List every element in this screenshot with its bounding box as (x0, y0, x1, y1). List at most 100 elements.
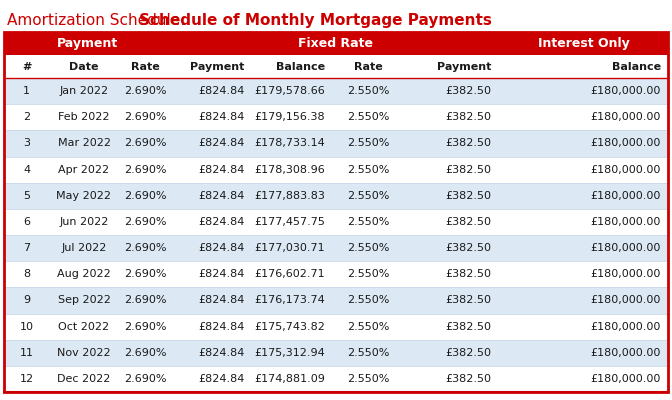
Text: £382.50: £382.50 (445, 374, 491, 384)
Text: £824.84: £824.84 (198, 217, 245, 227)
Text: 2.550%: 2.550% (347, 243, 389, 253)
Text: 2: 2 (23, 112, 30, 122)
Text: 2.550%: 2.550% (347, 269, 389, 279)
Text: £824.84: £824.84 (198, 348, 245, 358)
Text: Date: Date (69, 62, 99, 72)
Text: 2.690%: 2.690% (124, 243, 167, 253)
Text: Mar 2022: Mar 2022 (58, 138, 110, 148)
Text: Rate: Rate (132, 62, 160, 72)
Text: Balance: Balance (612, 62, 661, 72)
Text: £177,457.75: £177,457.75 (254, 217, 325, 227)
Bar (4, 235, 668, 261)
Text: £382.50: £382.50 (445, 138, 491, 148)
Text: Apr 2022: Apr 2022 (58, 164, 110, 174)
Text: 2.690%: 2.690% (124, 217, 167, 227)
Text: £175,312.94: £175,312.94 (254, 348, 325, 358)
Text: 5: 5 (23, 191, 30, 201)
Text: 2.550%: 2.550% (347, 86, 389, 96)
Text: £180,000.00: £180,000.00 (591, 374, 661, 384)
Text: £179,578.66: £179,578.66 (254, 86, 325, 96)
Text: £174,881.09: £174,881.09 (254, 374, 325, 384)
Bar (4, 32, 668, 55)
Text: Rate: Rate (353, 62, 382, 72)
Text: £179,156.38: £179,156.38 (254, 112, 325, 122)
Text: £824.84: £824.84 (198, 243, 245, 253)
Text: 4: 4 (23, 164, 30, 174)
Text: 2.690%: 2.690% (124, 269, 167, 279)
Text: Schedule of Monthly Mortgage Payments: Schedule of Monthly Mortgage Payments (139, 13, 492, 28)
Text: 2.690%: 2.690% (124, 138, 167, 148)
Text: 2.550%: 2.550% (347, 191, 389, 201)
Text: 2.550%: 2.550% (347, 138, 389, 148)
Text: 2.690%: 2.690% (124, 296, 167, 306)
Text: £180,000.00: £180,000.00 (591, 138, 661, 148)
Text: Jun 2022: Jun 2022 (59, 217, 109, 227)
Text: Fixed Rate: Fixed Rate (298, 37, 372, 50)
Text: Balance: Balance (276, 62, 325, 72)
Bar (4, 287, 668, 314)
Text: 3: 3 (23, 138, 30, 148)
Text: £180,000.00: £180,000.00 (591, 164, 661, 174)
Text: £178,733.14: £178,733.14 (254, 138, 325, 148)
Bar (4, 314, 668, 340)
Text: 2.690%: 2.690% (124, 112, 167, 122)
Text: £180,000.00: £180,000.00 (591, 348, 661, 358)
Text: £180,000.00: £180,000.00 (591, 86, 661, 96)
Text: 9: 9 (23, 296, 30, 306)
Text: 2.550%: 2.550% (347, 374, 389, 384)
Text: £824.84: £824.84 (198, 86, 245, 96)
Bar (4, 104, 668, 130)
Text: £824.84: £824.84 (198, 191, 245, 201)
Text: £382.50: £382.50 (445, 217, 491, 227)
Text: £824.84: £824.84 (198, 138, 245, 148)
Text: 2.550%: 2.550% (347, 348, 389, 358)
Text: £382.50: £382.50 (445, 112, 491, 122)
Text: £824.84: £824.84 (198, 296, 245, 306)
Text: 2.690%: 2.690% (124, 86, 167, 96)
Text: 2.550%: 2.550% (347, 217, 389, 227)
Text: 11: 11 (19, 348, 34, 358)
Text: £382.50: £382.50 (445, 243, 491, 253)
Bar (4, 78, 668, 104)
Text: 2.550%: 2.550% (347, 164, 389, 174)
Text: 6: 6 (23, 217, 30, 227)
Bar (4, 209, 668, 235)
Text: £180,000.00: £180,000.00 (591, 269, 661, 279)
Text: Jul 2022: Jul 2022 (61, 243, 107, 253)
Text: Payment: Payment (437, 62, 491, 72)
Text: £824.84: £824.84 (198, 112, 245, 122)
Text: 2.690%: 2.690% (124, 348, 167, 358)
Text: £382.50: £382.50 (445, 86, 491, 96)
Text: £175,743.82: £175,743.82 (254, 322, 325, 332)
Text: £177,030.71: £177,030.71 (254, 243, 325, 253)
Text: 2.690%: 2.690% (124, 374, 167, 384)
Text: 2.690%: 2.690% (124, 164, 167, 174)
Text: 2.550%: 2.550% (347, 322, 389, 332)
Text: 2.550%: 2.550% (347, 112, 389, 122)
Text: £180,000.00: £180,000.00 (591, 243, 661, 253)
Text: £177,883.83: £177,883.83 (254, 191, 325, 201)
Bar (4, 55, 668, 78)
Text: £180,000.00: £180,000.00 (591, 322, 661, 332)
Text: Aug 2022: Aug 2022 (57, 269, 111, 279)
Text: Nov 2022: Nov 2022 (57, 348, 111, 358)
Text: £176,173.74: £176,173.74 (254, 296, 325, 306)
Text: 7: 7 (23, 243, 30, 253)
Text: £178,308.96: £178,308.96 (254, 164, 325, 174)
Text: £176,602.71: £176,602.71 (254, 269, 325, 279)
Text: £824.84: £824.84 (198, 269, 245, 279)
Bar (4, 130, 668, 156)
Text: £382.50: £382.50 (445, 164, 491, 174)
Text: £382.50: £382.50 (445, 296, 491, 306)
Text: 8: 8 (23, 269, 30, 279)
Text: May 2022: May 2022 (56, 191, 112, 201)
Text: 12: 12 (19, 374, 34, 384)
Text: 2.550%: 2.550% (347, 296, 389, 306)
Text: Jan 2022: Jan 2022 (59, 86, 109, 96)
Text: £382.50: £382.50 (445, 269, 491, 279)
Text: £382.50: £382.50 (445, 348, 491, 358)
Bar (4, 366, 668, 392)
Text: Amortization Schedule:: Amortization Schedule: (7, 13, 195, 28)
Text: £382.50: £382.50 (445, 322, 491, 332)
Bar (4, 156, 668, 183)
